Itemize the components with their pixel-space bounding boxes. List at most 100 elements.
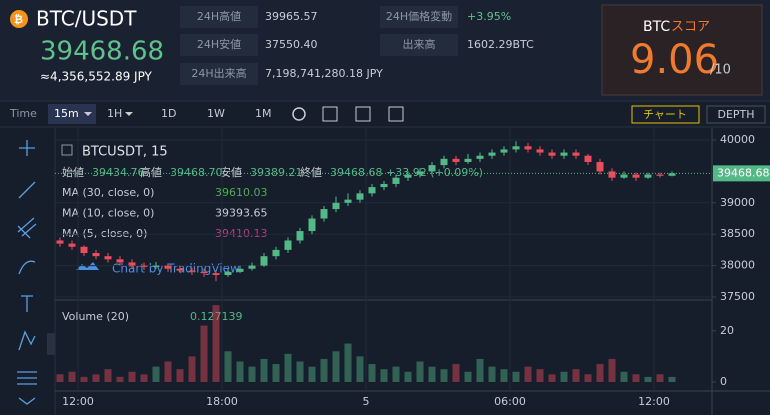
depth-button-label[interactable]: DEPTH [717, 108, 754, 121]
price: 39468.68 [40, 37, 164, 67]
candle-body [620, 174, 628, 178]
x-tick-label: 18:00 [206, 395, 238, 408]
symbol: BTC/USDT [36, 7, 137, 31]
stat-value: 39965.57 [265, 10, 318, 23]
volume-bar [560, 371, 568, 382]
stat-value: 1602.29BTC [467, 38, 534, 51]
compare-icon[interactable] [355, 106, 371, 122]
interval[interactable]: 1H [107, 107, 122, 120]
candle-body [596, 161, 604, 172]
candle-body [536, 149, 544, 153]
volume-bar [440, 369, 448, 382]
candle-body [320, 209, 328, 219]
stat-label: 24H出来高 [191, 66, 246, 80]
volume-bar [596, 364, 604, 382]
stats: 24H高値 39965.57 24H安値 37550.40 24H出来高 7,1… [180, 6, 534, 85]
stat-value: 37550.40 [265, 38, 318, 51]
candle-body [152, 265, 160, 267]
candle-body [644, 174, 652, 178]
candle-body [80, 246, 88, 254]
collapse[interactable] [18, 397, 36, 405]
volume-bar [524, 366, 532, 382]
save-icon[interactable] [388, 106, 404, 122]
score-coin: BTC [643, 19, 670, 35]
ohlc-value: 39389.21 [250, 166, 303, 179]
volume-bar [584, 374, 592, 382]
text-tool[interactable] [21, 295, 33, 312]
candle-body [404, 174, 412, 178]
btc-icon [10, 10, 28, 28]
candle-body [332, 202, 340, 210]
volume-bar [488, 366, 496, 382]
volume-tick-label: 20 [720, 324, 734, 337]
volume-last: 0.127139 [190, 310, 243, 323]
candle-body [632, 174, 640, 178]
stat-cell [180, 63, 258, 85]
candle-body [56, 240, 64, 244]
candle-body [668, 173, 676, 176]
volume-bar [80, 376, 88, 382]
collapse-legend[interactable] [61, 144, 73, 156]
crosshair-tool[interactable] [19, 140, 35, 156]
stat-cell [180, 34, 258, 56]
y-tick-label: 38500 [720, 227, 755, 240]
candle-body [608, 171, 616, 178]
candle-body [92, 253, 100, 257]
volume-bar [572, 369, 580, 382]
volume-bar [92, 374, 100, 382]
chart-button-label[interactable]: チャート [643, 108, 687, 121]
interval-active[interactable] [48, 104, 96, 124]
candle-body [440, 158, 448, 166]
candle-body [548, 152, 556, 156]
ohlc-value: 39468.70 [170, 166, 223, 179]
volume-bar [200, 325, 208, 382]
volume-bar [104, 369, 112, 382]
volume-bar [452, 364, 460, 382]
indicator-name: MA (10, close, 0) [62, 207, 154, 220]
score-max: /10 [710, 63, 731, 78]
interval[interactable]: 1W [207, 107, 225, 120]
candle-body [560, 152, 568, 156]
indicator-icon[interactable] [322, 106, 338, 122]
depth-button[interactable] [706, 105, 766, 124]
candle-body [584, 155, 592, 162]
volume-bar [272, 364, 280, 382]
candle-body [116, 259, 124, 263]
candle-body [452, 158, 460, 162]
stat-label: 24H価格変動 [386, 9, 452, 23]
line-tool[interactable] [18, 181, 36, 199]
candle-body [200, 271, 208, 274]
candle-body [140, 265, 148, 267]
volume-bar [428, 366, 436, 382]
chart-button[interactable] [631, 105, 700, 124]
volume-bar [152, 366, 160, 382]
panel-toggle[interactable] [47, 333, 55, 355]
volume-bar [404, 371, 412, 382]
brush-tool[interactable] [18, 260, 36, 275]
volume-bar [644, 376, 652, 382]
volume-bar [356, 356, 364, 382]
volume-bar [368, 364, 376, 382]
ohlc-label: 安値 [220, 165, 242, 179]
interval[interactable]: 1M [255, 107, 272, 120]
x-tick-label: 12:00 [62, 395, 94, 408]
volume-bar [68, 371, 76, 382]
settings-icon[interactable] [292, 107, 306, 121]
candle-body [128, 262, 136, 266]
pattern-tool[interactable] [18, 330, 36, 351]
volume-bar [284, 353, 292, 382]
time-label: Time [9, 107, 37, 120]
chart-title: BTCUSDT, 15 [82, 145, 168, 160]
indicator-name: MA (5, close, 0) [62, 227, 147, 240]
volume-bar [392, 366, 400, 382]
interval[interactable]: 15m [54, 107, 79, 120]
stat-value: +3.95% [467, 10, 511, 23]
watermark-logo [76, 262, 99, 270]
fib-tool[interactable] [17, 217, 37, 239]
interval[interactable]: 1D [161, 107, 176, 120]
measure-tool[interactable] [17, 371, 37, 385]
x-tick-label: 12:00 [638, 395, 670, 408]
candle-body [500, 149, 508, 153]
score-label: スコア [671, 20, 710, 35]
btc-icon-glyph: ₿ [14, 13, 23, 26]
